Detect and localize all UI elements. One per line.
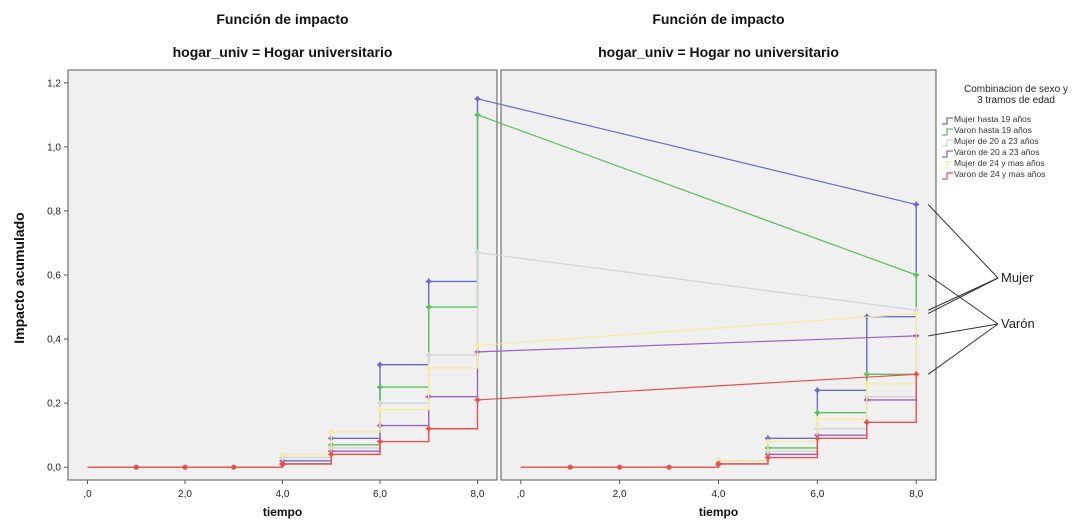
x-tick-label: 8,0 (471, 489, 485, 500)
y-tick-label: 0,4 (47, 335, 61, 346)
x-tick-label: 2,0 (613, 489, 627, 500)
annotation-leader (927, 274, 999, 325)
annotation-1: Mujer (927, 204, 1034, 314)
link-line (477, 335, 917, 353)
legend-item: Mujer de 20 a 23 años (954, 136, 1039, 146)
annotation-leader (928, 323, 999, 337)
legend-title: Combinacion de sexo y (964, 84, 1068, 95)
x-tick-label: 8,0 (909, 489, 923, 500)
series-point (426, 279, 431, 284)
series-point (280, 452, 285, 457)
series-point (426, 365, 431, 370)
series-point (815, 436, 820, 441)
legend-title: 3 tramos de edad (977, 95, 1055, 106)
link-line (477, 98, 917, 206)
series-point (426, 305, 431, 310)
y-tick-label: 0,0 (47, 463, 61, 474)
annotation-label: Mujer (1001, 270, 1034, 285)
x-tick-label: 6,0 (810, 489, 824, 500)
y-tick-label: 0,2 (47, 399, 61, 410)
censor-mark (715, 461, 722, 467)
series-point (426, 353, 431, 358)
series-point (378, 401, 382, 406)
legend-item: Mujer hasta 19 años (954, 114, 1031, 124)
legend-swatch (942, 117, 953, 125)
censor-mark (666, 464, 672, 470)
series-point (378, 385, 382, 390)
panel-title: Función de impacto (652, 11, 784, 27)
y-tick-label: 1,2 (47, 78, 61, 89)
series-point (765, 455, 770, 460)
series-point (864, 420, 869, 425)
series-point (378, 439, 382, 444)
link-line (477, 312, 917, 347)
annotation-leader (927, 204, 999, 279)
series-point (864, 381, 869, 386)
annotation-label: Varón (1001, 316, 1035, 331)
x-tick-label: 4,0 (276, 489, 290, 500)
censor-mark (567, 464, 573, 470)
legend-swatch (942, 161, 953, 169)
y-tick-label: 0,6 (47, 271, 61, 282)
censor-mark (133, 464, 139, 470)
series-point (815, 388, 820, 393)
series-point (329, 452, 334, 457)
series-line (87, 345, 479, 468)
plot-area (67, 69, 498, 481)
panel-2: Función de impacto hogar_univ = Hogar no … (500, 11, 937, 519)
annotation-leader (927, 323, 999, 375)
y-axis-label: Impacto acumulado (11, 212, 27, 343)
censor-mark (182, 464, 188, 470)
legend: Combinacion de sexo y3 tramos de edad Muj… (942, 84, 1068, 180)
legend-swatch (942, 139, 953, 147)
x-tick-label: ,0 (83, 489, 92, 500)
panel-1: Función de impacto hogar_univ = Hogar uni… (47, 11, 498, 519)
link-line (477, 373, 917, 401)
plot-area (500, 69, 937, 481)
x-tick-label: ,0 (517, 489, 526, 500)
censor-mark (231, 464, 237, 470)
link-line (477, 251, 917, 311)
x-tick-label: 2,0 (178, 489, 192, 500)
series-point (426, 426, 431, 431)
series-point (378, 362, 382, 367)
series-point (765, 436, 770, 441)
x-tick-label: 4,0 (712, 489, 726, 500)
censor-mark (279, 461, 286, 467)
y-tick-label: 0,8 (47, 206, 61, 217)
series-point (475, 343, 480, 348)
series-point (815, 410, 820, 415)
x-axis-label: tiempo (263, 505, 302, 519)
legend-item: Varon hasta 19 años (954, 125, 1032, 135)
panel-subtitle: hogar_univ = Hogar universitario (173, 44, 393, 60)
series-point (329, 429, 334, 434)
panel-subtitle: hogar_univ = Hogar no universitario (598, 44, 839, 60)
x-axis-label: tiempo (699, 505, 738, 519)
series-point (864, 372, 869, 377)
series-point (378, 407, 382, 412)
legend-item: Varon de 24 y mas años (954, 169, 1046, 179)
legend-item: Varon de 20 a 23 años (954, 147, 1039, 157)
series-point (815, 417, 820, 422)
legend-swatch (942, 172, 953, 180)
legend-swatch (942, 128, 953, 136)
censor-mark (617, 464, 623, 470)
annotation-2: Varón (927, 274, 1035, 375)
legend-item: Mujer de 24 y mas años (954, 158, 1045, 168)
legend-swatch (942, 150, 953, 158)
series-point (765, 439, 770, 444)
link-line (477, 114, 917, 276)
y-tick-label: 1,0 (47, 142, 61, 153)
panel-title: Función de impacto (216, 11, 348, 27)
annotation-leader (928, 277, 999, 314)
series-point (475, 397, 480, 402)
x-tick-label: 6,0 (373, 489, 387, 500)
